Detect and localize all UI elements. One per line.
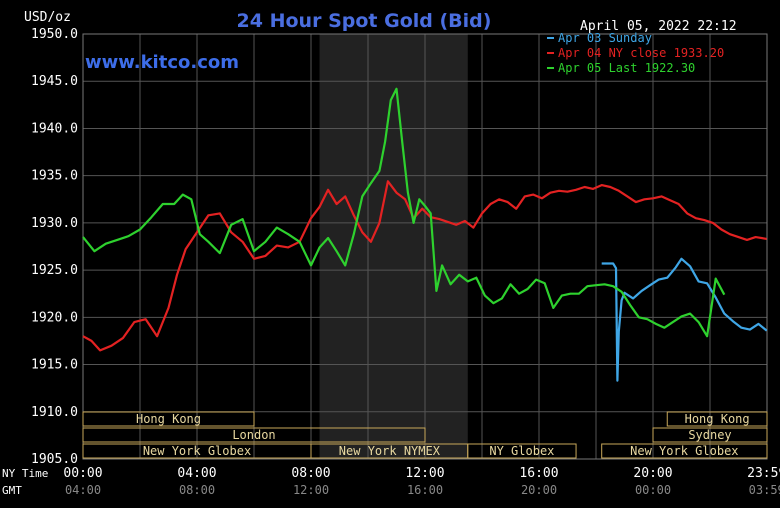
session-label: Hong Kong: [136, 412, 201, 426]
session-bar: [467, 443, 577, 459]
legend-entry: Apr 04 NY close 1933.20: [558, 46, 724, 60]
session-bar: [82, 411, 255, 427]
x-tick-label: 04:00: [177, 466, 216, 481]
session-bar: [666, 411, 768, 427]
x-tick-label: 12:00: [293, 483, 329, 497]
y-tick-label: 1910.0: [31, 405, 78, 420]
y-tick-label: 1920.0: [31, 310, 78, 325]
session-bar: [601, 443, 768, 459]
x-tick-label: 00:00: [635, 483, 671, 497]
legend-entry: Apr 05 Last 1922.30: [558, 61, 695, 75]
series-line: [82, 87, 726, 338]
y-tick-label: 1940.0: [31, 121, 78, 136]
unit-label: USD/oz: [24, 10, 71, 25]
x-row-label: NY Time: [2, 467, 48, 480]
x-tick-label: 04:00: [65, 483, 101, 497]
legend-entry: Apr 03 Sunday: [558, 31, 652, 45]
series-line: [82, 180, 767, 352]
session-label: NY Globex: [489, 444, 554, 458]
chart-title: 24 Hour Spot Gold (Bid): [237, 10, 492, 32]
session-label: Hong Kong: [685, 412, 750, 426]
y-tick-label: 1915.0: [31, 358, 78, 373]
y-tick-label: 1935.0: [31, 169, 78, 184]
session-bar: [652, 427, 768, 443]
y-tick-label: 1945.0: [31, 74, 78, 89]
x-tick-label: 16:00: [519, 466, 558, 481]
y-tick-label: 1925.0: [31, 263, 78, 278]
x-tick-label: 08:00: [291, 466, 330, 481]
plot-border: [82, 33, 768, 460]
session-label: New York NYMEX: [339, 444, 441, 458]
y-tick-label: 1905.0: [31, 452, 78, 467]
series-line: [601, 257, 768, 382]
x-row-label: GMT: [2, 484, 22, 497]
session-label: London: [232, 428, 275, 442]
x-tick-label: 12:00: [405, 466, 444, 481]
x-tick-label: 08:00: [179, 483, 215, 497]
trading-session-shade: [319, 34, 468, 459]
y-tick-label: 1930.0: [31, 216, 78, 231]
session-label: Sydney: [688, 428, 731, 442]
x-tick-label: 03:59: [749, 483, 780, 497]
session-label: New York Globex: [630, 444, 738, 458]
x-tick-label: 23:59: [747, 466, 780, 481]
session-bar: [82, 427, 426, 443]
x-tick-label: 20:00: [521, 483, 557, 497]
x-tick-label: 00:00: [63, 466, 102, 481]
session-label: New York Globex: [143, 444, 251, 458]
datestamp: April 05, 2022 22:12: [580, 19, 737, 34]
y-tick-label: 1950.0: [31, 27, 78, 42]
x-tick-label: 16:00: [407, 483, 443, 497]
watermark: www.kitco.com: [85, 52, 239, 73]
x-tick-label: 20:00: [633, 466, 672, 481]
